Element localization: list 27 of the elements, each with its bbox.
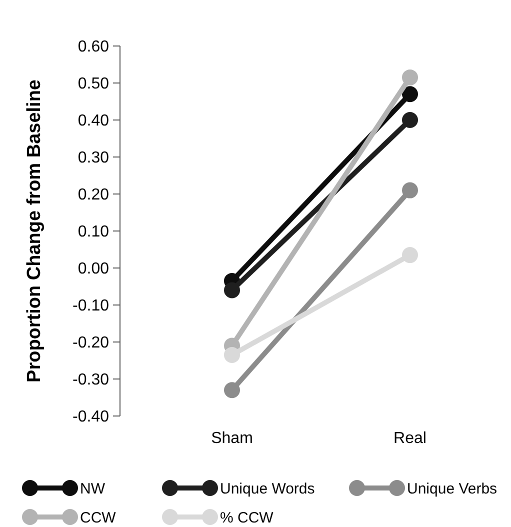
point [402, 182, 418, 198]
point [224, 382, 240, 398]
y-tick-label: 0.60 [78, 38, 110, 56]
x-tick-label: Sham [211, 430, 253, 447]
y-tick-label: 0.10 [78, 224, 110, 241]
y-tick-label: 0.00 [78, 260, 110, 278]
point [402, 86, 418, 102]
y-tick-label: 0.30 [78, 150, 110, 167]
legend-label: CCW [80, 509, 117, 526]
point [402, 247, 418, 264]
legend-label: Unique Verbs [407, 480, 498, 498]
x-tick-label: Real [394, 430, 426, 447]
y-axis-title: Proportion Change from Baseline [24, 80, 45, 382]
y-tick-label: 0.40 [78, 112, 110, 130]
y-tick-label: -0.10 [72, 298, 110, 315]
point [224, 282, 240, 298]
y-tick-label: -0.30 [72, 372, 110, 389]
legend-label: NW [80, 480, 106, 498]
point [224, 346, 240, 363]
y-tick-label: 0.50 [78, 76, 110, 93]
point [402, 69, 418, 86]
legend-label: % CCW [220, 509, 274, 526]
y-tick-label: 0.20 [78, 186, 110, 204]
point [402, 112, 418, 128]
legend-label: Unique Words [220, 480, 315, 498]
y-tick-label: -0.20 [72, 334, 110, 352]
y-tick-label: -0.40 [72, 408, 110, 426]
